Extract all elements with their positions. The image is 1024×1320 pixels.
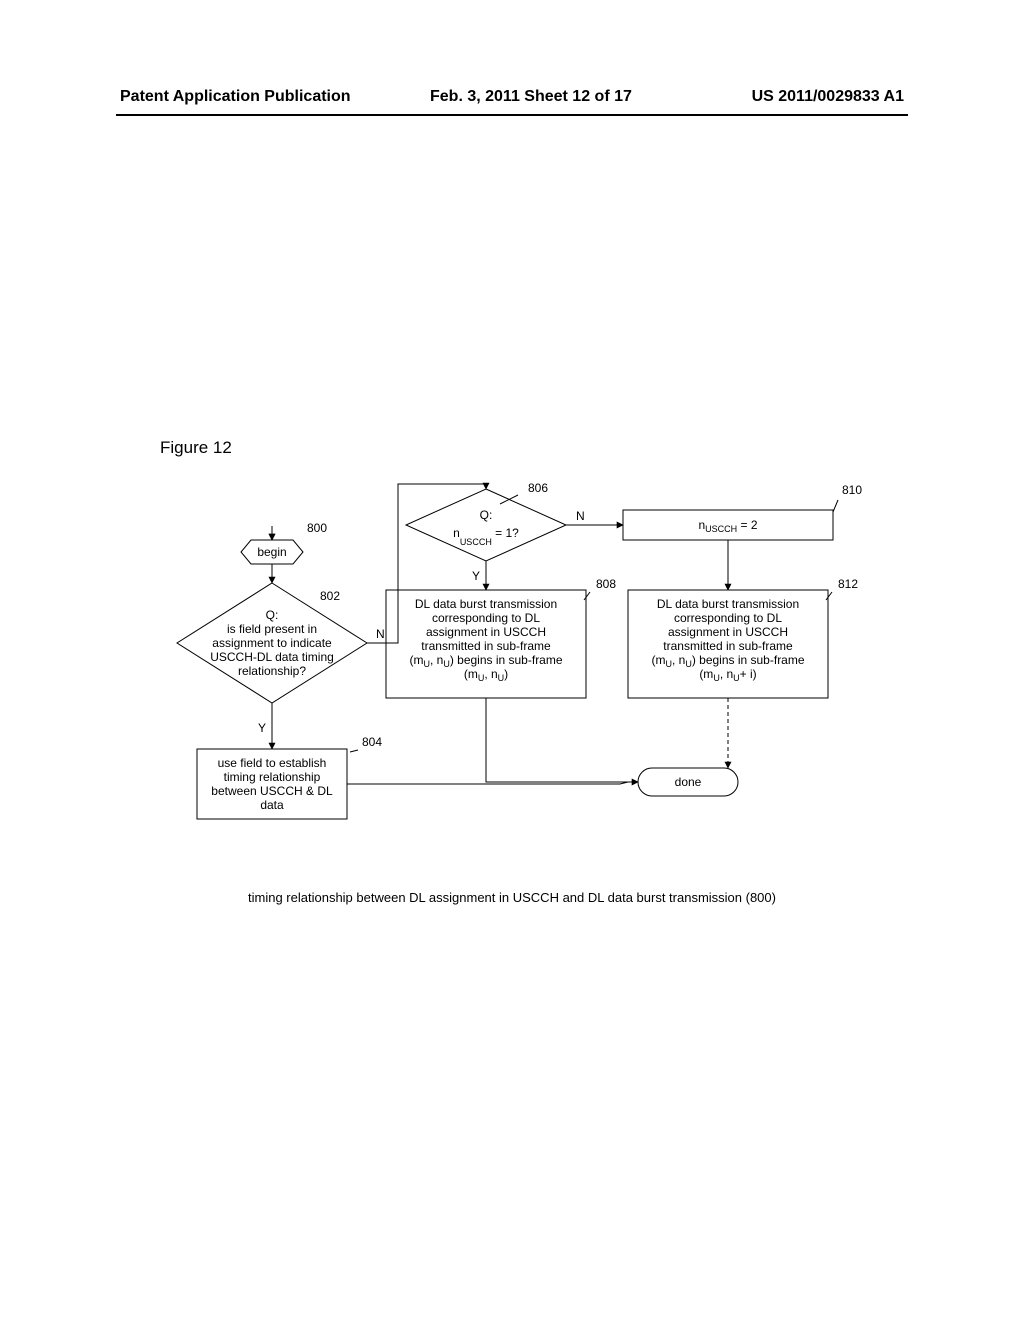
- svg-text:nUSCCH = 2: nUSCCH = 2: [698, 518, 757, 534]
- svg-text:806: 806: [528, 481, 548, 495]
- svg-text:done: done: [675, 775, 702, 789]
- svg-text:begin: begin: [257, 545, 286, 559]
- svg-text:transmitted in sub-frame: transmitted in sub-frame: [421, 639, 551, 653]
- svg-text:808: 808: [596, 577, 616, 591]
- svg-text:nUSCCH = 1?: nUSCCH = 1?: [453, 526, 519, 547]
- svg-text:DL data burst transmission: DL data burst transmission: [415, 597, 557, 611]
- svg-text:assignment in USCCH: assignment in USCCH: [668, 625, 788, 639]
- svg-text:timing relationship: timing relationship: [224, 770, 321, 784]
- svg-text:data: data: [260, 798, 284, 812]
- svg-text:812: 812: [838, 577, 858, 591]
- svg-text:USCCH-DL data timing: USCCH-DL data timing: [210, 650, 334, 664]
- svg-text:804: 804: [362, 735, 382, 749]
- svg-text:810: 810: [842, 483, 862, 497]
- svg-text:Y: Y: [258, 721, 266, 735]
- svg-text:800: 800: [307, 521, 327, 535]
- svg-text:corresponding to DL: corresponding to DL: [432, 611, 540, 625]
- svg-text:is field present in: is field present in: [227, 622, 317, 636]
- svg-text:relationship?: relationship?: [238, 664, 306, 678]
- svg-text:between USCCH & DL: between USCCH & DL: [211, 784, 333, 798]
- svg-text:use field to establish: use field to establish: [218, 756, 327, 770]
- svg-text:(mU, nU+ i): (mU, nU+ i): [699, 667, 756, 683]
- svg-text:DL data burst transmission: DL data burst transmission: [657, 597, 799, 611]
- svg-text:Q:: Q:: [266, 608, 279, 622]
- svg-text:N: N: [376, 627, 385, 641]
- flowchart-svg: begin800Q:is field present inassignment …: [0, 0, 1024, 1320]
- svg-text:transmitted in sub-frame: transmitted in sub-frame: [663, 639, 793, 653]
- svg-text:corresponding to DL: corresponding to DL: [674, 611, 782, 625]
- svg-text:Q:: Q:: [480, 508, 493, 522]
- figure-caption: timing relationship between DL assignmen…: [0, 890, 1024, 905]
- svg-text:assignment to indicate: assignment to indicate: [212, 636, 332, 650]
- svg-text:N: N: [576, 509, 585, 523]
- svg-text:Y: Y: [472, 569, 480, 583]
- svg-text:assignment in USCCH: assignment in USCCH: [426, 625, 546, 639]
- svg-text:802: 802: [320, 589, 340, 603]
- svg-text:(mU, nU): (mU, nU): [464, 667, 508, 683]
- page: Patent Application Publication Feb. 3, 2…: [0, 0, 1024, 1320]
